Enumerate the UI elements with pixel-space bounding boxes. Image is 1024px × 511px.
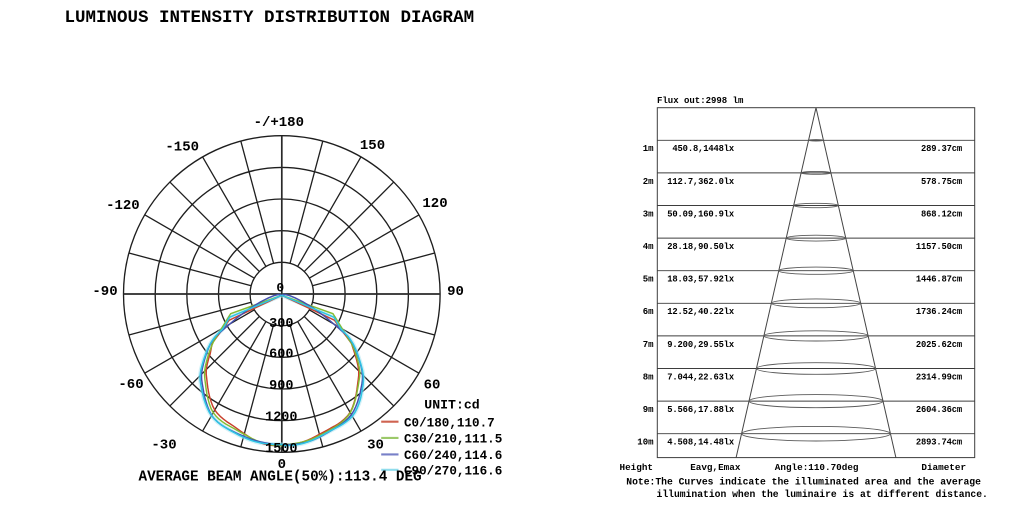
svg-text:10m: 10m bbox=[637, 438, 654, 448]
svg-text:28.18,90.50lx: 28.18,90.50lx bbox=[667, 242, 735, 252]
svg-text:UNIT:cd: UNIT:cd bbox=[424, 397, 479, 412]
svg-text:-120: -120 bbox=[106, 198, 140, 214]
svg-text:18.03,57.92lx: 18.03,57.92lx bbox=[667, 275, 735, 285]
svg-text:50.09,160.9lx: 50.09,160.9lx bbox=[667, 209, 735, 219]
svg-text:289.37cm: 289.37cm bbox=[921, 144, 962, 154]
svg-text:0: 0 bbox=[276, 281, 284, 296]
svg-text:120: 120 bbox=[422, 196, 447, 212]
svg-text:C60/240,114.6: C60/240,114.6 bbox=[404, 449, 502, 463]
svg-text:-30: -30 bbox=[151, 438, 176, 454]
svg-text:7.044,22.63lx: 7.044,22.63lx bbox=[667, 372, 735, 382]
svg-text:illumination when the luminair: illumination when the luminaire is at di… bbox=[657, 489, 988, 500]
svg-text:1500: 1500 bbox=[265, 442, 297, 457]
svg-text:9m: 9m bbox=[643, 405, 654, 415]
svg-text:8m: 8m bbox=[643, 372, 654, 382]
svg-text:3m: 3m bbox=[643, 209, 654, 219]
svg-text:150: 150 bbox=[360, 138, 385, 154]
svg-text:9.200,29.55lx: 9.200,29.55lx bbox=[667, 340, 735, 350]
svg-text:C30/210,111.5: C30/210,111.5 bbox=[404, 433, 502, 447]
svg-text:Angle:110.70deg: Angle:110.70deg bbox=[775, 462, 859, 473]
svg-text:Height: Height bbox=[620, 462, 653, 473]
svg-text:60: 60 bbox=[424, 378, 441, 394]
svg-text:90: 90 bbox=[447, 284, 464, 300]
svg-text:900: 900 bbox=[269, 379, 293, 394]
svg-text:2893.74cm: 2893.74cm bbox=[916, 438, 962, 448]
svg-text:300: 300 bbox=[269, 317, 293, 332]
svg-text:1m: 1m bbox=[643, 144, 654, 154]
svg-text:30: 30 bbox=[367, 438, 384, 454]
svg-text:1157.50cm: 1157.50cm bbox=[916, 242, 962, 252]
svg-text:600: 600 bbox=[269, 347, 293, 362]
svg-text:2314.99cm: 2314.99cm bbox=[916, 372, 962, 382]
svg-text:1736.24cm: 1736.24cm bbox=[916, 307, 962, 317]
svg-text:868.12cm: 868.12cm bbox=[921, 209, 962, 219]
svg-text:5.566,17.88lx: 5.566,17.88lx bbox=[667, 405, 735, 415]
svg-text:1446.87cm: 1446.87cm bbox=[916, 275, 962, 285]
svg-text:0: 0 bbox=[278, 457, 286, 473]
svg-text:AVERAGE BEAM ANGLE(50%):113.4: AVERAGE BEAM ANGLE(50%):113.4 DEG bbox=[139, 470, 422, 486]
svg-text:2604.36cm: 2604.36cm bbox=[916, 405, 962, 415]
svg-text:5m: 5m bbox=[643, 275, 654, 285]
svg-text:2025.62cm: 2025.62cm bbox=[916, 340, 962, 350]
svg-text:Note:The Curves indicate the i: Note:The Curves indicate the illuminated… bbox=[626, 477, 981, 488]
svg-text:6m: 6m bbox=[643, 307, 654, 317]
svg-text:C90/270,116.6: C90/270,116.6 bbox=[404, 464, 502, 478]
svg-text:4m: 4m bbox=[643, 242, 654, 252]
svg-text:578.75cm: 578.75cm bbox=[921, 177, 962, 187]
svg-text:1200: 1200 bbox=[265, 410, 297, 425]
svg-text:Flux out:2998 lm: Flux out:2998 lm bbox=[657, 96, 744, 106]
svg-text:-60: -60 bbox=[118, 377, 143, 393]
svg-text:4.508,14.48lx: 4.508,14.48lx bbox=[667, 438, 735, 448]
svg-text:LUMINOUS INTENSITY DISTRIBUTIO: LUMINOUS INTENSITY DISTRIBUTION DIAGRAM bbox=[65, 8, 475, 28]
svg-text:-/+180: -/+180 bbox=[254, 115, 304, 131]
svg-text:450.8,1448lx: 450.8,1448lx bbox=[667, 144, 735, 154]
svg-text:Eavg,Emax: Eavg,Emax bbox=[690, 462, 741, 473]
svg-text:C0/180,110.7: C0/180,110.7 bbox=[404, 416, 495, 430]
svg-text:-150: -150 bbox=[165, 140, 199, 156]
svg-text:112.7,362.0lx: 112.7,362.0lx bbox=[667, 177, 735, 187]
svg-text:7m: 7m bbox=[643, 340, 654, 350]
svg-text:12.52,40.22lx: 12.52,40.22lx bbox=[667, 307, 735, 317]
svg-text:-90: -90 bbox=[92, 284, 117, 300]
svg-text:Diameter: Diameter bbox=[921, 462, 966, 473]
svg-text:2m: 2m bbox=[643, 177, 654, 187]
